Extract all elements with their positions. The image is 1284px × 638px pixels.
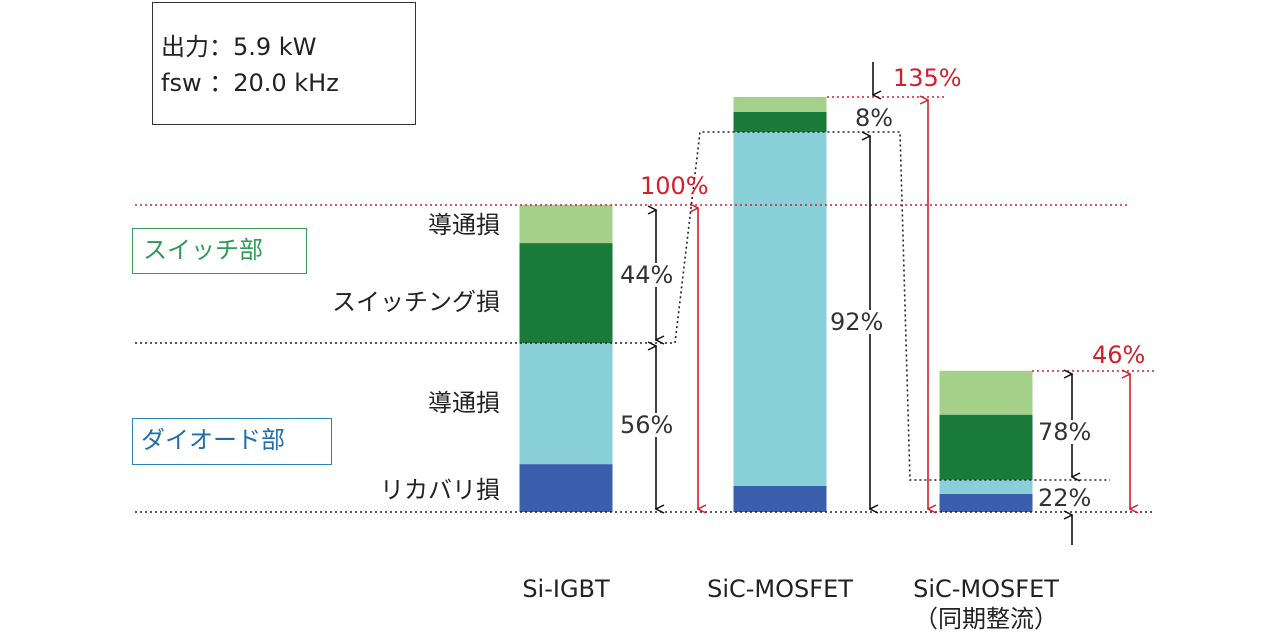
annotation: 44% xyxy=(620,261,674,289)
annotation: 22% xyxy=(1038,484,1092,512)
bar-segment xyxy=(939,479,1033,494)
x-tick-label: Si-IGBT xyxy=(522,575,610,603)
info-box: 出力：5.9 kW fsw ：20.0 kHz xyxy=(152,2,416,125)
legend-label: スイッチング損 xyxy=(332,288,500,316)
bar-segment xyxy=(733,96,827,112)
bar-segment xyxy=(939,493,1033,512)
bar-segment xyxy=(939,414,1033,480)
group-box: スイッチ部 xyxy=(132,228,307,274)
bar-segment xyxy=(519,243,613,344)
bar-segment xyxy=(519,464,613,512)
x-tick-label: SiC-MOSFET xyxy=(707,575,853,603)
bar-segment xyxy=(519,343,613,465)
bar-segment xyxy=(733,485,827,512)
annotation: 56% xyxy=(620,411,674,439)
info-text: 出力：5.9 kW xyxy=(161,33,317,61)
legend-label: リカバリ損 xyxy=(380,476,500,504)
group-box: ダイオード部 xyxy=(132,418,332,465)
info-text: fsw ：20.0 kHz xyxy=(161,69,339,97)
annotation: 78% xyxy=(1038,418,1092,446)
boundary-line xyxy=(135,131,1110,481)
bar-segment xyxy=(733,131,827,486)
legend-label: 導通損 xyxy=(428,211,500,239)
annotation: 92% xyxy=(830,308,884,336)
group-label: ダイオード部 xyxy=(141,426,285,454)
group-label: スイッチ部 xyxy=(143,236,263,264)
bar-segment xyxy=(733,111,827,132)
x-tick-label: SiC-MOSFET（同期整流） xyxy=(913,575,1059,633)
legend-label: 導通損 xyxy=(428,389,500,417)
annotation: 135% xyxy=(893,64,962,92)
bar-segment xyxy=(519,205,613,244)
annotation: 100% xyxy=(640,172,709,200)
annotation: 46% xyxy=(1092,341,1146,369)
annotation: 8% xyxy=(855,104,894,132)
bar-segment xyxy=(939,370,1033,415)
bars xyxy=(519,96,1033,512)
